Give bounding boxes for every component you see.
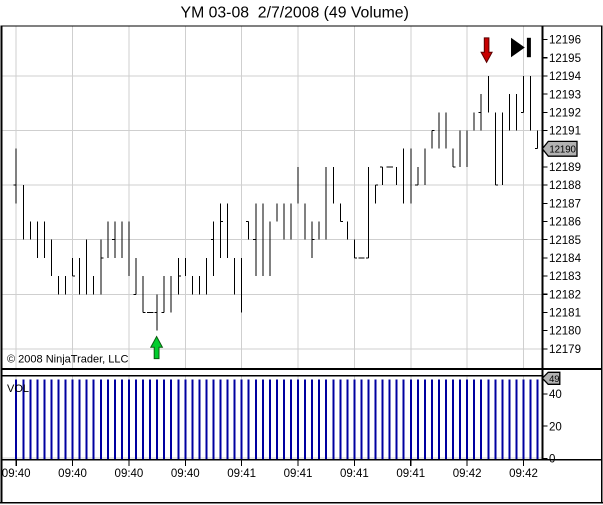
svg-text:09:42: 09:42 bbox=[453, 468, 482, 480]
svg-text:VOL: VOL bbox=[7, 383, 29, 395]
svg-text:12182: 12182 bbox=[549, 289, 581, 301]
svg-text:12193: 12193 bbox=[549, 89, 581, 101]
svg-text:09:41: 09:41 bbox=[340, 468, 369, 480]
svg-text:09:40: 09:40 bbox=[58, 468, 87, 480]
svg-text:12189: 12189 bbox=[549, 162, 581, 174]
svg-text:12184: 12184 bbox=[549, 253, 582, 265]
svg-text:12192: 12192 bbox=[549, 107, 581, 119]
svg-text:09:41: 09:41 bbox=[227, 468, 256, 480]
svg-text:0: 0 bbox=[549, 454, 555, 466]
svg-text:09:40: 09:40 bbox=[115, 468, 144, 480]
svg-text:12179: 12179 bbox=[549, 344, 581, 356]
svg-text:12196: 12196 bbox=[549, 35, 581, 47]
svg-text:12194: 12194 bbox=[549, 71, 582, 83]
svg-text:12181: 12181 bbox=[549, 308, 581, 320]
svg-text:09:40: 09:40 bbox=[171, 468, 200, 480]
svg-text:40: 40 bbox=[549, 389, 562, 401]
svg-text:09:41: 09:41 bbox=[396, 468, 425, 480]
svg-text:09:40: 09:40 bbox=[2, 468, 31, 480]
svg-text:12191: 12191 bbox=[549, 126, 581, 138]
svg-text:© 2008 NinjaTrader, LLC: © 2008 NinjaTrader, LLC bbox=[7, 354, 128, 366]
svg-text:12186: 12186 bbox=[549, 217, 581, 229]
svg-text:12187: 12187 bbox=[549, 198, 581, 210]
svg-text:12185: 12185 bbox=[549, 235, 581, 247]
svg-text:09:41: 09:41 bbox=[284, 468, 313, 480]
svg-text:09:42: 09:42 bbox=[509, 468, 538, 480]
svg-text:49: 49 bbox=[549, 373, 559, 384]
svg-text:12188: 12188 bbox=[549, 180, 581, 192]
svg-text:20: 20 bbox=[549, 421, 562, 433]
svg-text:12180: 12180 bbox=[549, 326, 581, 338]
svg-text:YM 03-08 2/7/2008 (49 Volume): YM 03-08 2/7/2008 (49 Volume) bbox=[181, 5, 409, 22]
svg-text:12195: 12195 bbox=[549, 53, 581, 65]
svg-text:12183: 12183 bbox=[549, 271, 581, 283]
svg-text:12190: 12190 bbox=[549, 145, 576, 156]
